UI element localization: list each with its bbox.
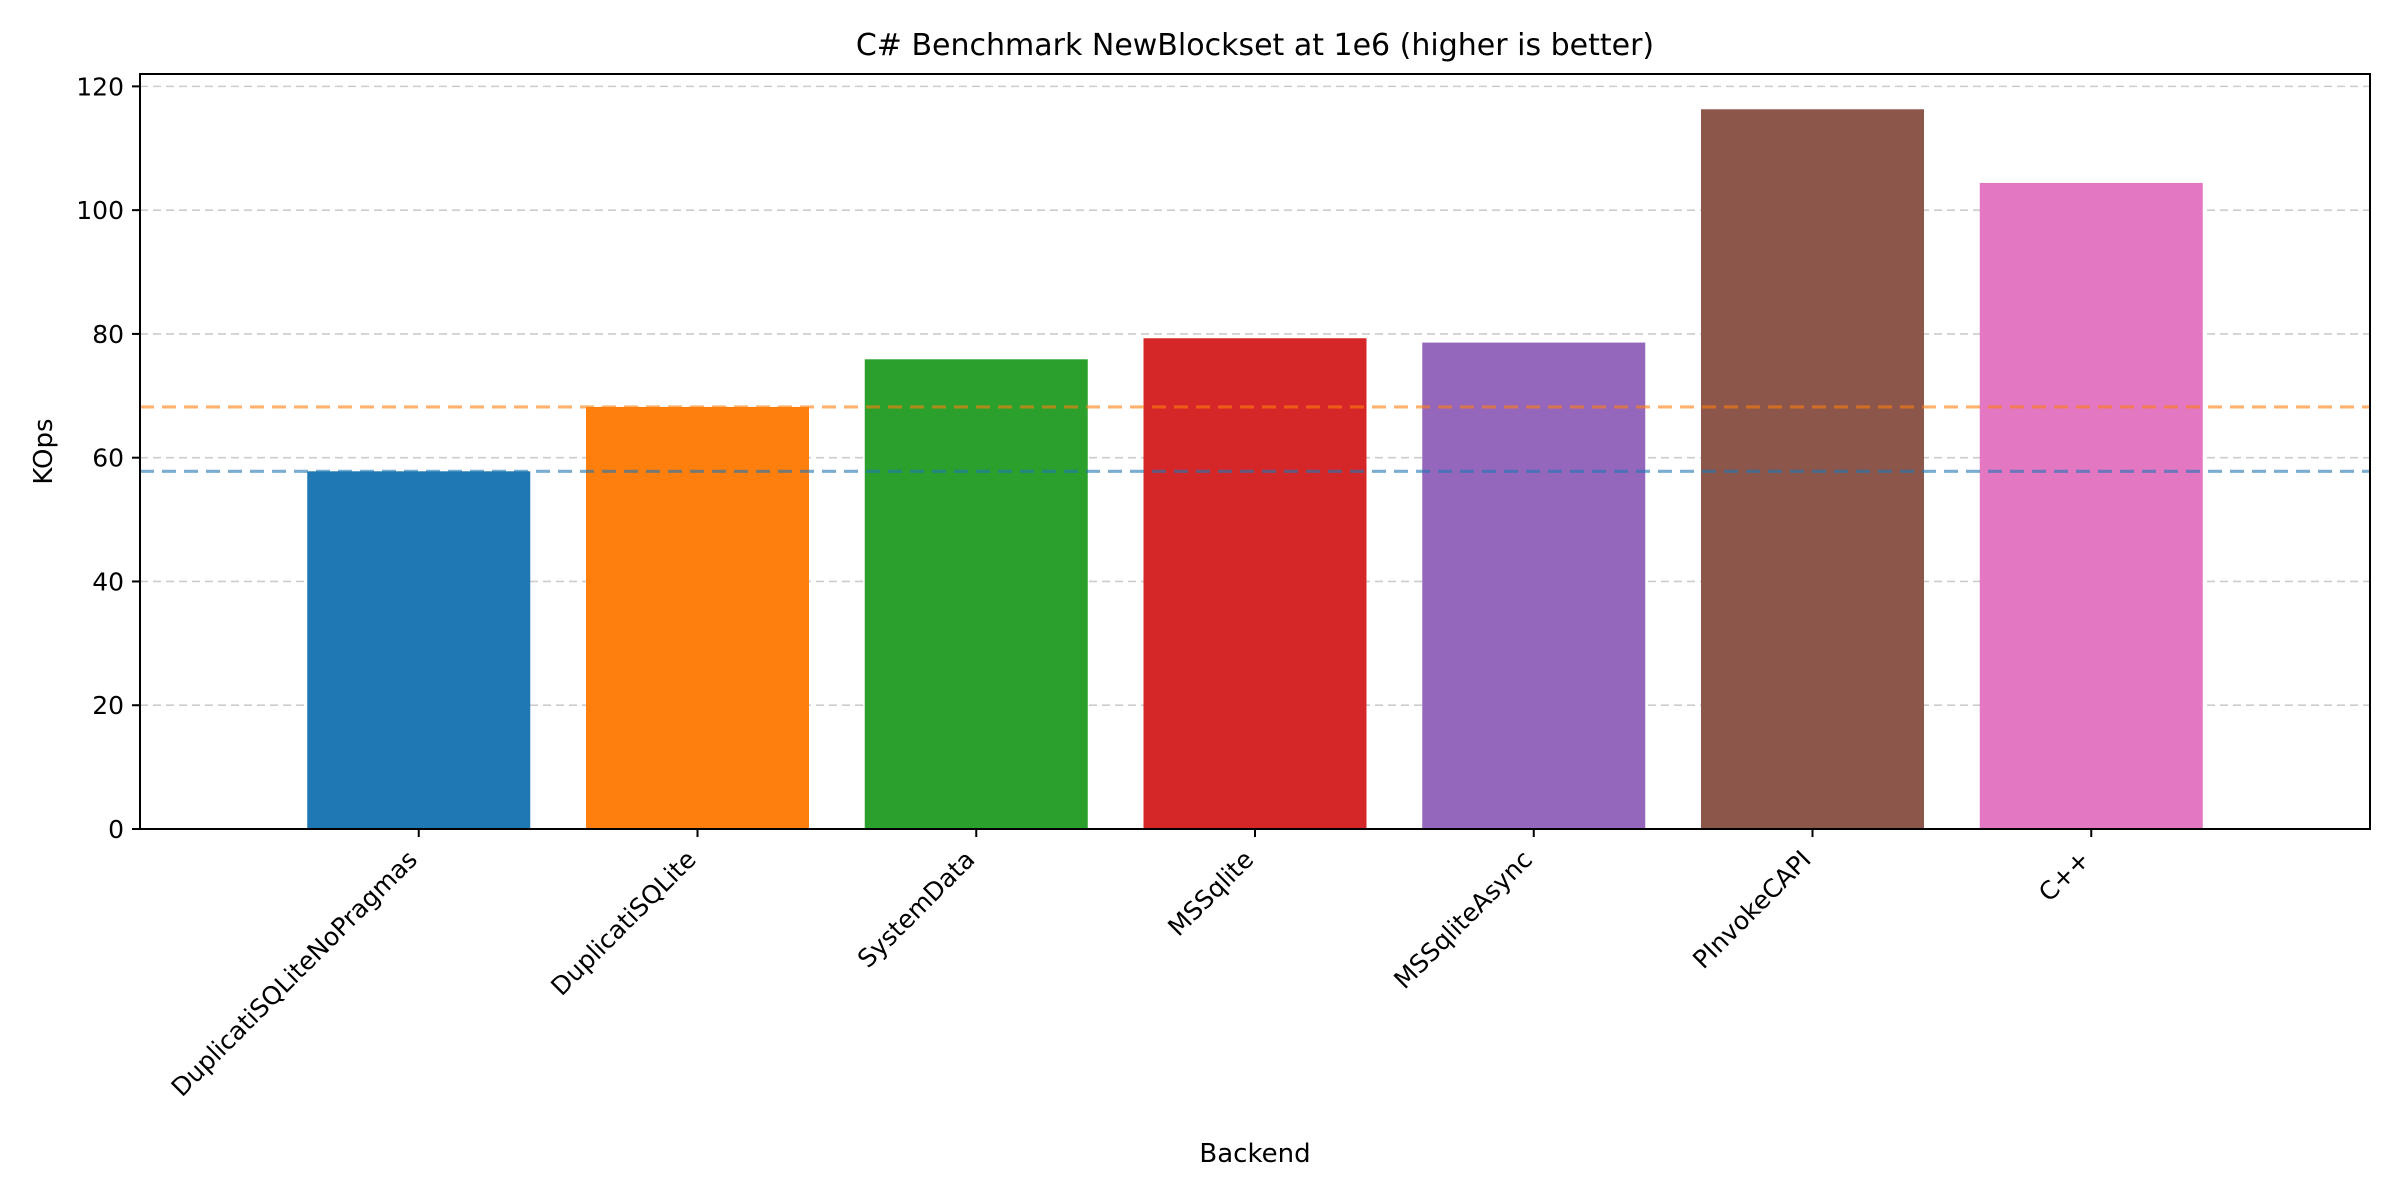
y-tick-label: 80	[92, 320, 124, 349]
x-tick-label: SystemData	[852, 845, 981, 974]
bars	[307, 109, 2203, 829]
y-tick-label: 0	[108, 815, 124, 844]
y-axis-label: KOps	[29, 418, 59, 484]
y-tick-label: 20	[92, 691, 124, 720]
bar-systemdata	[864, 359, 1088, 829]
reference-lines	[140, 405, 2370, 473]
bar-c-	[1979, 182, 2203, 829]
x-axis-label: Backend	[1199, 1139, 1310, 1169]
x-tick-label: MSSqlite	[1162, 845, 1259, 942]
y-tick-label: 120	[76, 72, 124, 101]
bar-pinvokecapi	[1701, 109, 1924, 829]
bar-mssqliteasync	[1422, 342, 1646, 829]
bar-duplicatisqlitenopragmas	[307, 471, 531, 829]
bar-mssqlite	[1143, 338, 1367, 829]
x-tick-label: C++	[2033, 845, 2095, 907]
x-tick-label: DuplicatiSQLiteNoPragmas	[166, 845, 423, 1102]
x-axis-ticks: DuplicatiSQLiteNoPragmas DuplicatiSQLite S…	[166, 829, 2095, 1102]
chart-title: C# Benchmark NewBlockset at 1e6 (higher …	[856, 28, 1654, 63]
y-axis-ticks: 0 20 40 60 80 100 120	[76, 72, 140, 844]
x-tick-label: PInvokeCAPI	[1687, 845, 1817, 975]
bar-duplicatisqlite	[586, 406, 809, 829]
y-tick-label: 100	[76, 196, 124, 225]
x-tick-label: MSSqliteAsync	[1388, 845, 1538, 995]
x-tick-label: DuplicatiSQLite	[545, 845, 701, 1001]
y-tick-label: 40	[92, 567, 124, 596]
y-tick-label: 60	[92, 444, 124, 473]
